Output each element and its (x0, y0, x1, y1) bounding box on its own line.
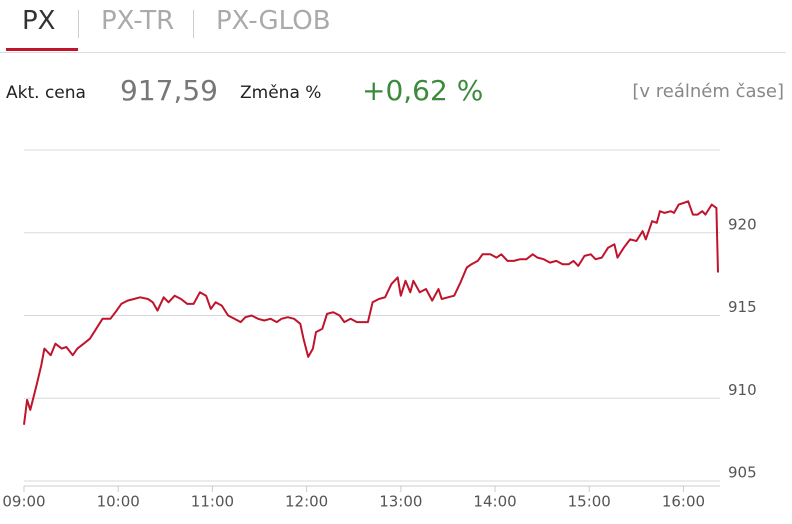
tab[interactable]: PX-GLOB (216, 6, 331, 36)
change: +0,62 % (362, 74, 484, 107)
x-tick-label: 15:00 (568, 493, 611, 511)
tab-separator (193, 10, 194, 38)
x-tick-label: 14:00 (473, 493, 516, 511)
price-label: Akt. cena (6, 83, 86, 103)
change-label: Změna % (240, 83, 322, 103)
y-tick-label: 910 (728, 381, 757, 399)
realtime-note: [v reálném čase] (632, 81, 784, 102)
price: 917,59 (120, 74, 218, 107)
tab[interactable]: PX-TR (101, 6, 175, 36)
y-tick-label: 915 (728, 298, 757, 316)
y-tick-label: 920 (728, 215, 757, 233)
x-tick-label: 10:00 (97, 493, 140, 511)
x-tick-label: 11:00 (191, 493, 234, 511)
tab[interactable]: PX (22, 6, 56, 36)
active-tab-underline (6, 48, 78, 51)
y-tick-label: 905 (728, 464, 757, 482)
x-tick-label: 12:00 (285, 493, 328, 511)
price-line (23, 200, 719, 425)
x-tick-label: 09:00 (2, 493, 45, 511)
tab-separator (78, 10, 79, 38)
tab-border (0, 52, 786, 53)
x-tick-label: 16:00 (662, 493, 705, 511)
x-tick-label: 13:00 (379, 493, 422, 511)
